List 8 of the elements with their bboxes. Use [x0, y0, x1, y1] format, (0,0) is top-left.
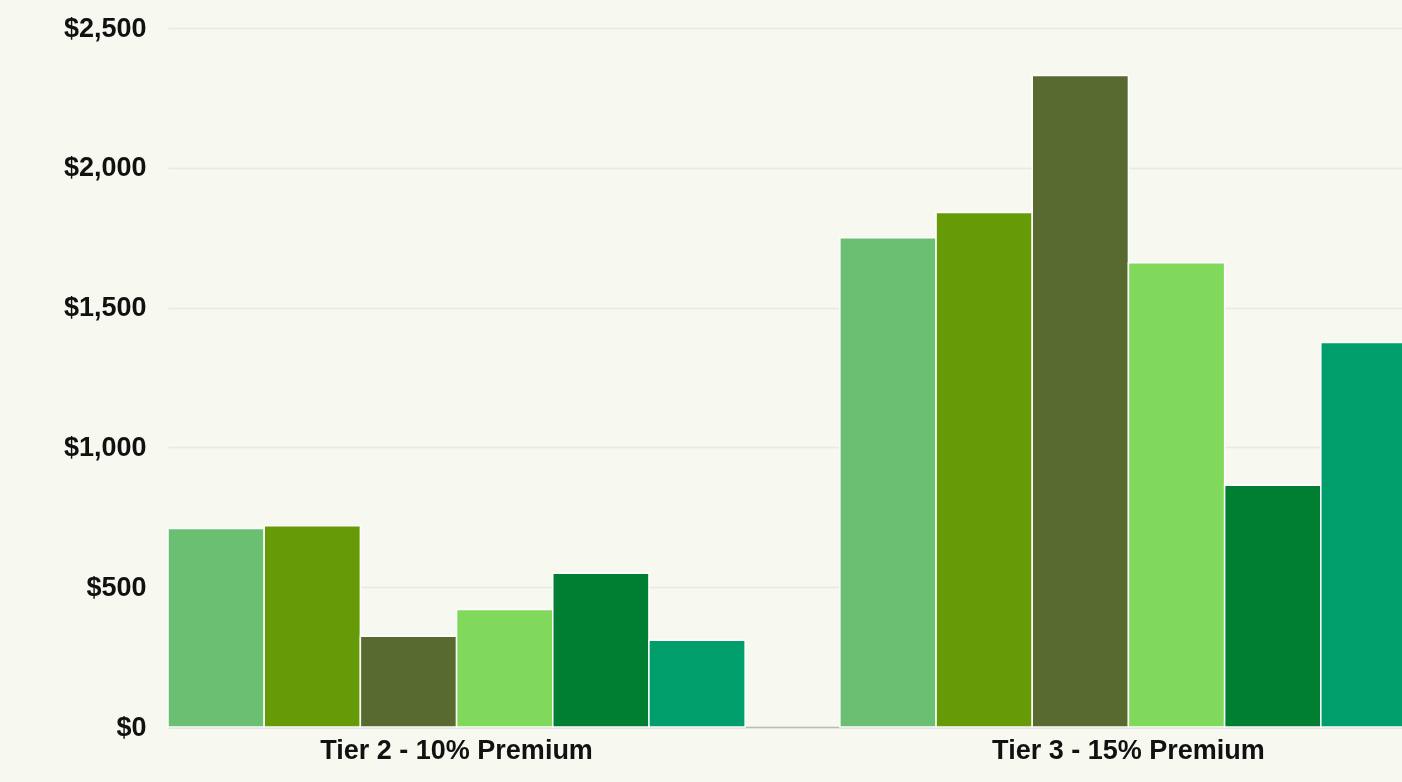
y-tick-label: $500: [86, 571, 147, 602]
x-tick-label: Tier 2 - 10% Premium: [320, 734, 593, 765]
y-tick-label: $1,000: [63, 431, 147, 462]
x-tick-label: Tier 3 - 15% Premium: [992, 734, 1265, 765]
y-tick-label: $0: [116, 711, 147, 742]
y-tick-label: $1,500: [63, 292, 147, 323]
y-tick-label: $2,500: [63, 12, 147, 43]
y-tick-label: $2,000: [63, 152, 147, 183]
